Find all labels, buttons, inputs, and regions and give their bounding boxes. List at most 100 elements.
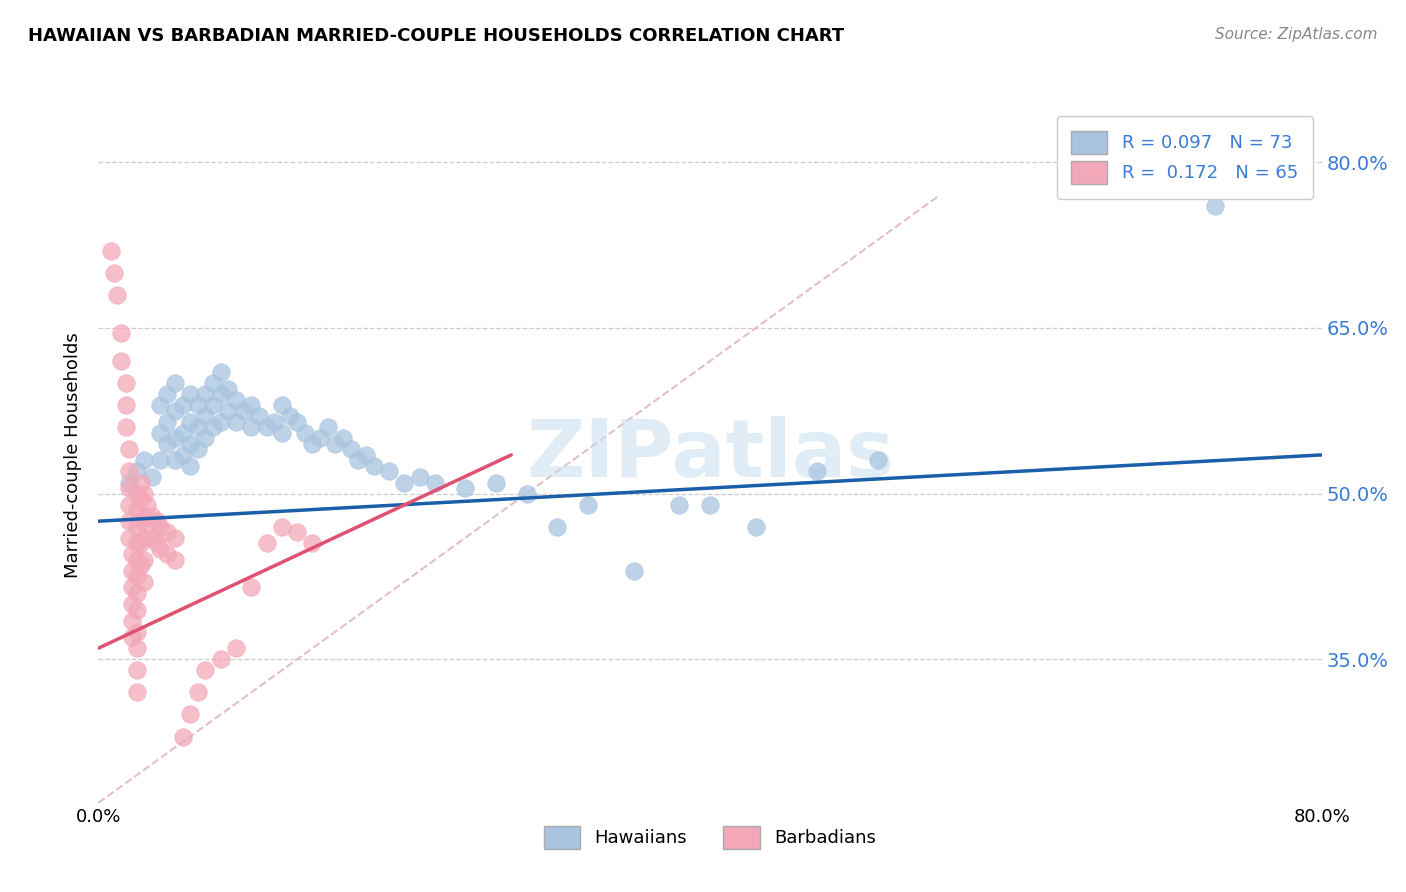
- Point: [270, 425, 292, 440]
- Point: [187, 398, 209, 412]
- Point: [576, 498, 599, 512]
- Point: [141, 508, 163, 523]
- Point: [163, 403, 186, 417]
- Point: [423, 475, 446, 490]
- Point: [263, 415, 285, 429]
- Point: [172, 448, 194, 462]
- Point: [209, 652, 232, 666]
- Point: [202, 376, 225, 391]
- Point: [225, 641, 247, 656]
- Point: [145, 536, 167, 550]
- Point: [121, 564, 143, 578]
- Point: [668, 498, 690, 512]
- Point: [745, 519, 768, 533]
- Point: [125, 519, 148, 533]
- Point: [125, 624, 148, 639]
- Point: [301, 536, 323, 550]
- Point: [240, 420, 263, 434]
- Point: [134, 574, 156, 589]
- Point: [868, 453, 890, 467]
- Point: [408, 470, 430, 484]
- Point: [125, 465, 148, 479]
- Point: [118, 531, 141, 545]
- Point: [163, 453, 186, 467]
- Point: [118, 498, 141, 512]
- Point: [240, 398, 263, 412]
- Point: [121, 630, 143, 644]
- Point: [485, 475, 508, 490]
- Point: [125, 503, 148, 517]
- Point: [270, 519, 292, 533]
- Point: [118, 481, 141, 495]
- Point: [209, 387, 232, 401]
- Point: [454, 481, 477, 495]
- Point: [125, 641, 148, 656]
- Point: [187, 420, 209, 434]
- Point: [194, 409, 217, 424]
- Point: [179, 387, 201, 401]
- Point: [187, 442, 209, 457]
- Point: [125, 602, 148, 616]
- Point: [270, 398, 292, 412]
- Point: [136, 498, 159, 512]
- Point: [115, 398, 138, 412]
- Point: [110, 354, 132, 368]
- Text: Source: ZipAtlas.com: Source: ZipAtlas.com: [1215, 27, 1378, 42]
- Point: [125, 586, 148, 600]
- Point: [172, 398, 194, 412]
- Point: [125, 486, 148, 500]
- Point: [118, 514, 141, 528]
- Point: [247, 409, 270, 424]
- Point: [209, 415, 232, 429]
- Point: [115, 376, 138, 391]
- Y-axis label: Married-couple Households: Married-couple Households: [65, 332, 83, 578]
- Point: [202, 420, 225, 434]
- Point: [392, 475, 416, 490]
- Point: [187, 685, 209, 699]
- Point: [179, 458, 201, 473]
- Point: [149, 425, 172, 440]
- Point: [129, 558, 152, 573]
- Point: [232, 403, 254, 417]
- Point: [194, 387, 217, 401]
- Point: [179, 707, 201, 722]
- Point: [121, 547, 143, 561]
- Point: [163, 553, 186, 567]
- Point: [149, 453, 172, 467]
- Point: [103, 266, 125, 280]
- Point: [149, 541, 172, 556]
- Legend: Hawaiians, Barbadians: Hawaiians, Barbadians: [530, 811, 890, 863]
- Point: [309, 431, 332, 445]
- Point: [129, 514, 152, 528]
- Point: [546, 519, 568, 533]
- Point: [179, 415, 201, 429]
- Point: [217, 403, 239, 417]
- Point: [156, 415, 179, 429]
- Point: [100, 244, 122, 258]
- Point: [125, 536, 148, 550]
- Point: [1204, 199, 1226, 213]
- Text: ZIPatlas: ZIPatlas: [526, 416, 894, 494]
- Point: [285, 525, 308, 540]
- Point: [141, 531, 163, 545]
- Point: [105, 287, 128, 301]
- Point: [121, 614, 143, 628]
- Point: [115, 420, 138, 434]
- Point: [125, 685, 148, 699]
- Point: [163, 531, 186, 545]
- Point: [278, 409, 301, 424]
- Point: [179, 437, 201, 451]
- Point: [516, 486, 538, 500]
- Point: [118, 475, 141, 490]
- Point: [121, 581, 143, 595]
- Text: HAWAIIAN VS BARBADIAN MARRIED-COUPLE HOUSEHOLDS CORRELATION CHART: HAWAIIAN VS BARBADIAN MARRIED-COUPLE HOU…: [28, 27, 844, 45]
- Point: [145, 514, 167, 528]
- Point: [225, 415, 247, 429]
- Point: [118, 442, 141, 457]
- Point: [156, 387, 179, 401]
- Point: [134, 453, 156, 467]
- Point: [156, 547, 179, 561]
- Point: [363, 458, 385, 473]
- Point: [378, 465, 401, 479]
- Point: [285, 415, 308, 429]
